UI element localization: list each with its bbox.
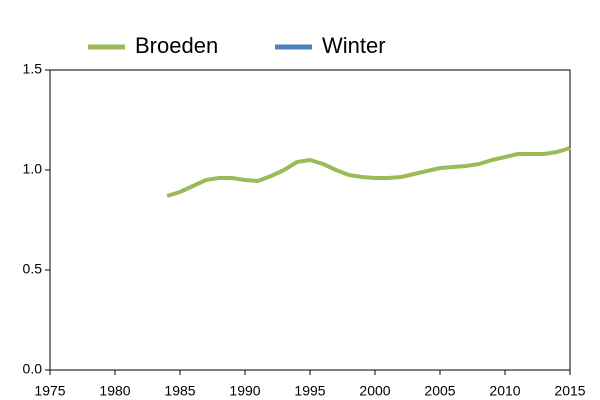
x-tick-label: 1980 xyxy=(99,383,130,399)
y-tick-label: 0.0 xyxy=(23,361,43,377)
legend-label: Winter xyxy=(322,33,386,58)
x-tick-label: 2005 xyxy=(424,383,455,399)
x-tick-label: 2010 xyxy=(489,383,520,399)
x-tick-label: 1995 xyxy=(294,383,325,399)
y-tick-label: 1.5 xyxy=(23,61,43,77)
plot-frame xyxy=(49,69,571,371)
y-tick-label: 1.0 xyxy=(23,161,43,177)
x-tick-label: 1990 xyxy=(229,383,260,399)
x-tick-label: 2015 xyxy=(554,383,585,399)
x-tick-label: 1975 xyxy=(34,383,65,399)
x-tick-label: 1985 xyxy=(164,383,195,399)
line-series xyxy=(166,146,571,198)
x-tick-label: 2000 xyxy=(359,383,390,399)
legend-label: Broeden xyxy=(135,33,218,58)
y-tick-label: 0.5 xyxy=(23,261,43,277)
